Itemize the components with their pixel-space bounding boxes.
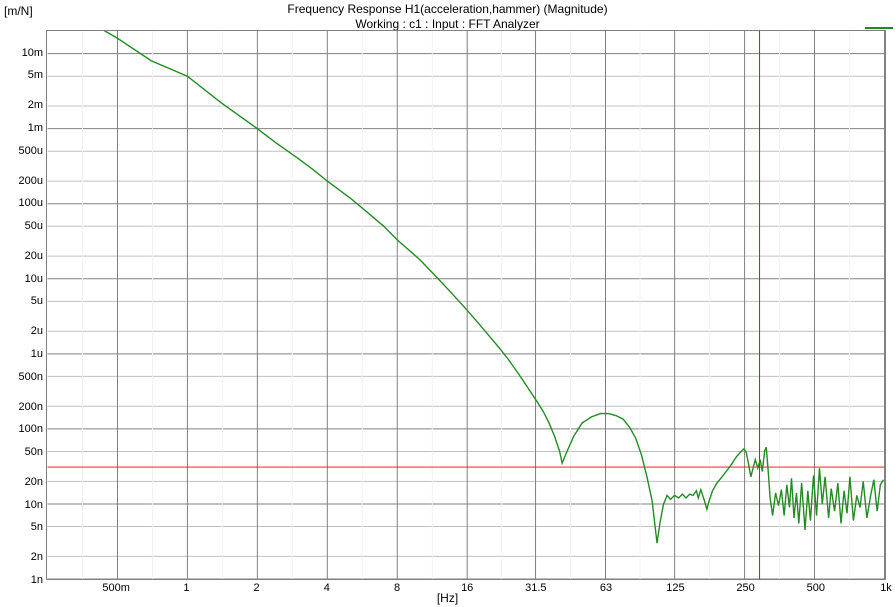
y-tick-label: 200u <box>19 175 43 187</box>
y-tick-label: 5n <box>31 521 43 533</box>
y-tick-label: 20n <box>25 476 43 488</box>
y-tick-label: 5u <box>31 295 43 307</box>
y-tick-label: 500n <box>19 371 43 383</box>
y-tick-label: 2u <box>31 325 43 337</box>
y-tick-label: 1u <box>31 348 43 360</box>
series-legend-swatch <box>865 27 893 29</box>
y-tick-label: 50n <box>25 446 43 458</box>
y-tick-label: 100n <box>19 423 43 435</box>
y-tick-label: 2m <box>28 99 43 111</box>
y-tick-label: 100u <box>19 197 43 209</box>
x-tick-label: 1 <box>183 582 189 594</box>
y-tick-label: 10u <box>25 273 43 285</box>
x-tick-label: 31.5 <box>525 582 546 594</box>
y-tick-label: 2n <box>31 551 43 563</box>
y-tick-label: 20u <box>25 250 43 262</box>
x-axis-unit: [Hz] <box>437 591 458 605</box>
y-tick-label: 50u <box>25 220 43 232</box>
y-tick-label: 5m <box>28 69 43 81</box>
plot-area[interactable] <box>46 30 886 580</box>
y-tick-label: 10n <box>25 499 43 511</box>
x-tick-label: 1k <box>880 582 892 594</box>
x-tick-label: 63 <box>600 582 612 594</box>
y-tick-label: 1n <box>31 574 43 586</box>
x-tick-label: 250 <box>736 582 754 594</box>
plot-svg <box>47 31 885 579</box>
y-tick-label: 1m <box>28 122 43 134</box>
y-tick-label: 200n <box>19 401 43 413</box>
chart-title-line1: Frequency Response H1(acceleration,hamme… <box>0 2 895 16</box>
chart-title-line2: Working : c1 : Input : FFT Analyzer <box>0 17 895 31</box>
x-tick-label: 16 <box>461 582 473 594</box>
x-tick-label: 2 <box>254 582 260 594</box>
chart-title: Frequency Response H1(acceleration,hamme… <box>0 0 895 30</box>
x-tick-label: 500m <box>102 582 130 594</box>
x-tick-label: 500 <box>807 582 825 594</box>
x-tick-label: 125 <box>666 582 684 594</box>
x-tick-label: 4 <box>324 582 330 594</box>
y-tick-label: 500u <box>19 145 43 157</box>
y-tick-label: 10m <box>22 47 43 59</box>
frequency-response-chart: [m/N] Frequency Response H1(acceleration… <box>0 0 895 607</box>
x-tick-label: 8 <box>394 582 400 594</box>
